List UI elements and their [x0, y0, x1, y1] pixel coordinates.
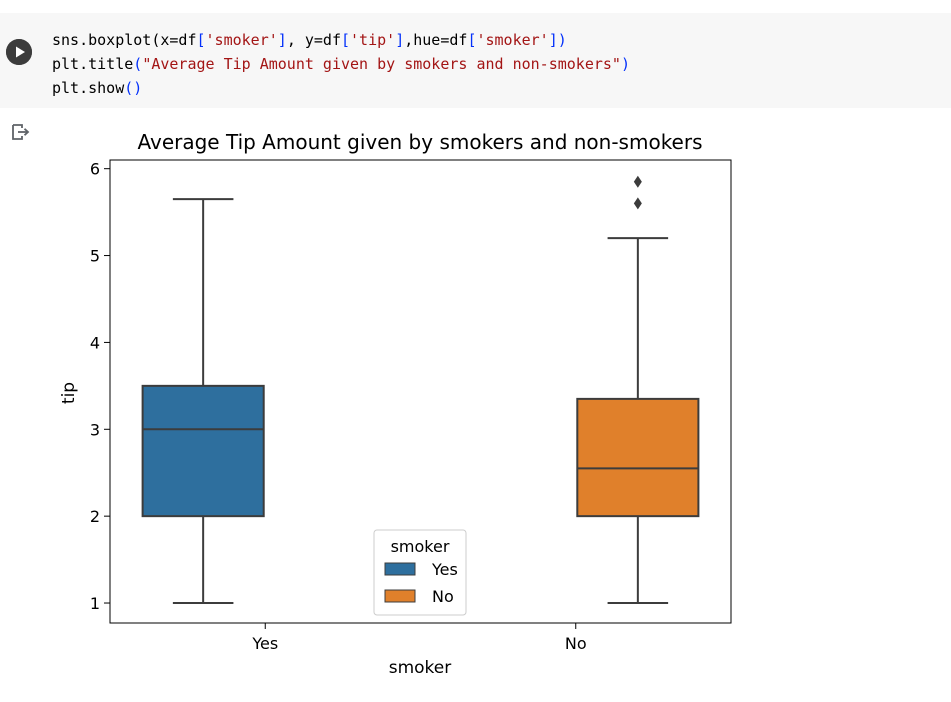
y-tick-label: 2 — [90, 507, 100, 526]
code-line: sns.boxplot(x=df['smoker'], y=df['tip'],… — [52, 28, 630, 52]
chart-marks — [141, 175, 700, 605]
code-token: ,hue=df — [404, 31, 468, 49]
outlier-point — [633, 197, 642, 210]
code-token: () — [124, 79, 143, 97]
x-tick-label: No — [565, 634, 587, 653]
legend-label-yes: Yes — [431, 560, 458, 579]
code-token: ) — [557, 31, 567, 49]
code-token: "Average Tip Amount given by smokers and… — [142, 55, 621, 73]
code-cell[interactable]: sns.boxplot(x=df['smoker'], y=df['tip'],… — [0, 13, 951, 108]
y-tick-label: 1 — [90, 594, 100, 613]
output-redirect-icon[interactable] — [10, 122, 30, 142]
x-axis-label: smoker — [389, 658, 452, 678]
code-token: ) — [620, 55, 630, 73]
y-tick-label: 4 — [90, 333, 100, 352]
legend-swatch-yes — [384, 562, 416, 576]
code-token: 'smoker' — [476, 31, 549, 49]
box-body — [576, 397, 700, 518]
code-line: plt.show() — [52, 76, 630, 100]
x-axis: Yes No — [251, 623, 587, 653]
code-token: 'tip' — [350, 31, 396, 49]
y-axis-label: tip — [59, 382, 79, 404]
play-icon — [6, 39, 32, 65]
code-editor[interactable]: sns.boxplot(x=df['smoker'], y=df['tip'],… — [52, 28, 630, 100]
code-token: 'smoker' — [205, 31, 278, 49]
code-token: plt.show — [52, 79, 125, 97]
run-cell-button[interactable] — [6, 39, 32, 65]
code-token: ] — [277, 31, 287, 49]
legend-title: smoker — [391, 537, 450, 556]
code-token: ] — [395, 31, 405, 49]
legend-label-no: No — [432, 587, 454, 606]
y-axis: 1 2 3 4 5 6 — [90, 160, 110, 613]
box-no — [576, 175, 700, 605]
code-token: [ — [341, 31, 351, 49]
code-line: plt.title("Average Tip Amount given by s… — [52, 52, 630, 76]
code-token: [ — [196, 31, 206, 49]
chart-title: Average Tip Amount given by smokers and … — [137, 130, 702, 154]
code-token: sns.boxplot(x=df — [52, 31, 197, 49]
code-token: [ — [467, 31, 477, 49]
outlier-point — [633, 175, 642, 188]
code-token: ( — [133, 55, 143, 73]
code-token: , y=df — [286, 31, 341, 49]
legend: smoker Yes No — [373, 529, 467, 616]
legend-swatch-no — [384, 589, 416, 603]
y-tick-label: 5 — [90, 247, 100, 266]
y-tick-label: 3 — [90, 420, 100, 439]
code-token: ] — [548, 31, 558, 49]
y-tick-label: 6 — [90, 160, 100, 179]
code-token: plt.title — [52, 55, 134, 73]
plot-frame — [109, 159, 732, 624]
box-body — [141, 384, 265, 518]
box-yes — [141, 198, 265, 605]
x-tick-label: Yes — [251, 634, 278, 653]
